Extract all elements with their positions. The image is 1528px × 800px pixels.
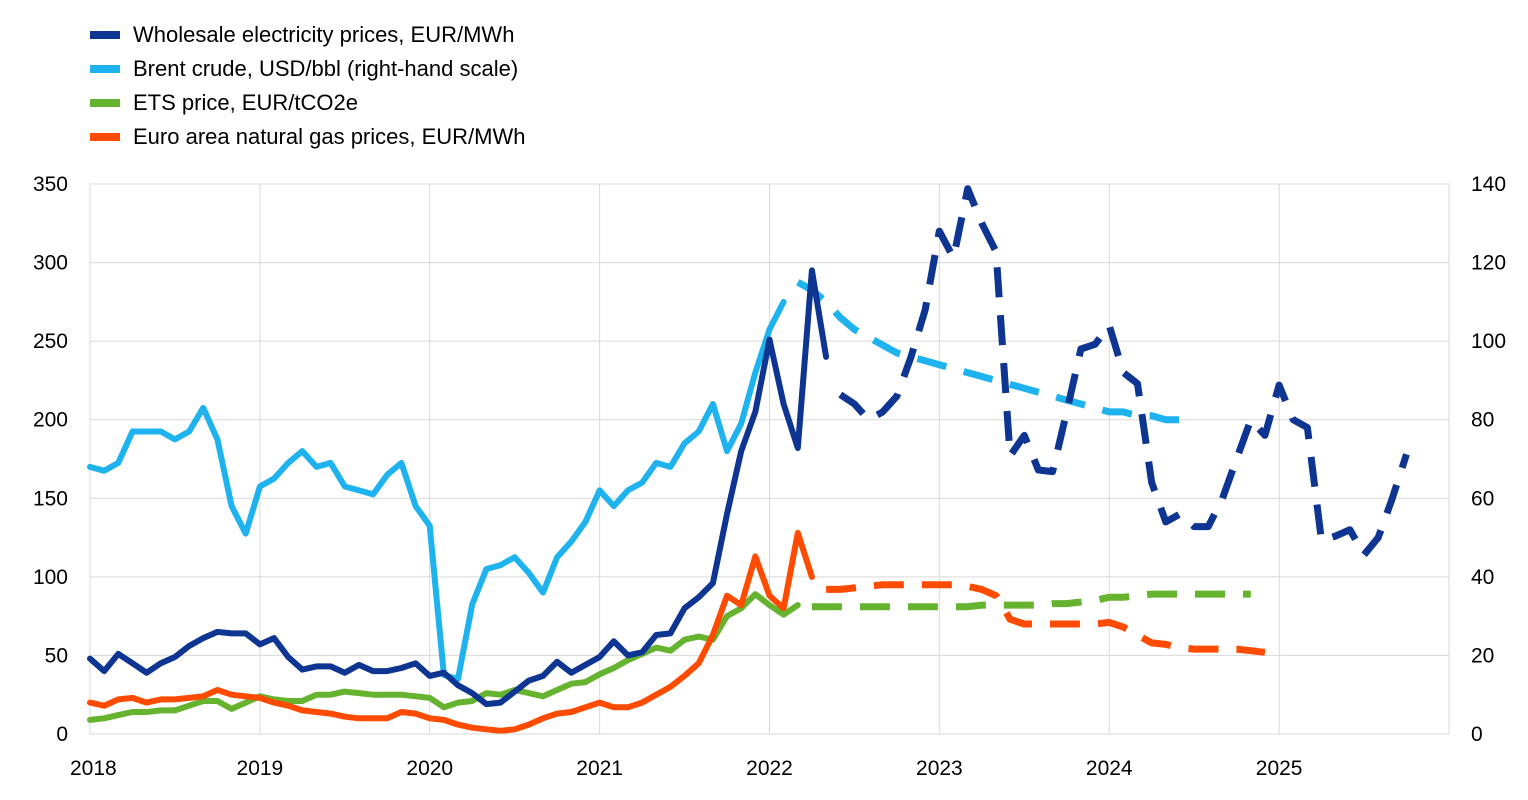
series-gas-projected-line: [826, 581, 1266, 656]
x-tick-label: 2025: [1256, 757, 1303, 780]
x-tick-label: 2018: [70, 757, 117, 780]
y-left-tick-label: 0: [56, 723, 68, 746]
y-right-tick-label: 60: [1471, 487, 1494, 510]
y-right-tick-label: 20: [1471, 644, 1494, 667]
x-tick-label: 2020: [406, 757, 453, 780]
legend-label-electricity: Wholesale electricity prices, EUR/MWh: [133, 22, 515, 47]
legend-item-ets: ETS price, EUR/tCO2e: [90, 86, 526, 120]
legend-swatch-brent: [90, 65, 120, 73]
y-left-tick-label: 100: [33, 566, 68, 589]
y-left-tick-label: 50: [45, 644, 68, 667]
x-tick-label: 2019: [237, 757, 284, 780]
series-electricity-projected-line: [838, 185, 1410, 559]
y-right-tick-label: 80: [1471, 409, 1494, 432]
x-tick-label: 2024: [1086, 757, 1133, 780]
y-right-tick-label: 40: [1471, 566, 1494, 589]
legend-item-brent: Brent crude, USD/bbl (right-hand scale): [90, 52, 526, 86]
y-right-tick-label: 100: [1471, 330, 1506, 353]
legend-label-gas: Euro area natural gas prices, EUR/MWh: [133, 124, 526, 149]
y-left-tick-label: 300: [33, 252, 68, 275]
axes: 0 50 100 150 200 250 300 350 0 20 40 60 80 100 120 140 2…: [33, 173, 1506, 780]
legend-item-electricity: Wholesale electricity prices, EUR/MWh: [90, 18, 526, 52]
series-electricity-actual-line: [87, 267, 830, 708]
y-left-tick-label: 250: [33, 330, 68, 353]
legend-label-brent: Brent crude, USD/bbl (right-hand scale): [133, 56, 519, 81]
legend-swatch-ets: [90, 99, 120, 107]
legend-swatch-electricity: [90, 31, 120, 39]
series-ets-actual-line: [87, 591, 801, 723]
y-right-tick-label: 0: [1471, 723, 1483, 746]
series-gas-actual-line: [87, 529, 815, 734]
series-brent-actual-line: [87, 298, 787, 682]
y-right-tick-label: 140: [1471, 173, 1506, 196]
chart-legend: Wholesale electricity prices, EUR/MWh Br…: [90, 18, 526, 154]
series-ets-projected-line: [811, 590, 1251, 611]
y-right-tick-label: 120: [1471, 252, 1506, 275]
y-left-tick-label: 200: [33, 409, 68, 432]
legend-item-gas: Euro area natural gas prices, EUR/MWh: [90, 120, 526, 154]
legend-label-ets: ETS price, EUR/tCO2e: [133, 90, 358, 115]
y-left-tick-label: 150: [33, 487, 68, 510]
series-brent-projected-line: [796, 279, 1180, 424]
legend-swatch-gas: [90, 133, 120, 141]
x-tick-label: 2023: [916, 757, 963, 780]
series-lines: [87, 185, 1410, 734]
x-tick-label: 2022: [746, 757, 793, 780]
x-tick-label: 2021: [576, 757, 623, 780]
y-left-tick-label: 350: [33, 173, 68, 196]
